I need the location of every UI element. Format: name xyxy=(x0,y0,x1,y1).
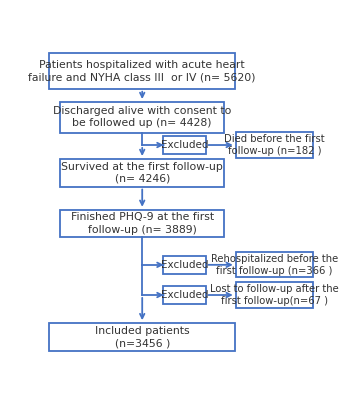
Text: Excluded: Excluded xyxy=(161,140,208,150)
Text: Survived at the first follow-up
(n= 4246): Survived at the first follow-up (n= 4246… xyxy=(61,162,223,184)
FancyBboxPatch shape xyxy=(49,53,235,89)
FancyBboxPatch shape xyxy=(235,282,313,308)
FancyBboxPatch shape xyxy=(49,323,235,351)
FancyBboxPatch shape xyxy=(61,102,224,133)
Text: Included patients
(n=3456 ): Included patients (n=3456 ) xyxy=(95,326,189,348)
Text: Died before the first
follow-up (n=182 ): Died before the first follow-up (n=182 ) xyxy=(224,134,325,156)
FancyBboxPatch shape xyxy=(163,136,206,154)
FancyBboxPatch shape xyxy=(61,210,224,238)
FancyBboxPatch shape xyxy=(61,159,224,186)
Text: Patients hospitalized with acute heart
failure and NYHA class III  or IV (n= 562: Patients hospitalized with acute heart f… xyxy=(29,60,256,82)
FancyBboxPatch shape xyxy=(163,286,206,304)
Text: Discharged alive with consent to
be followed up (n= 4428): Discharged alive with consent to be foll… xyxy=(53,106,231,128)
Text: Lost to follow-up after the
first follow-up(n=67 ): Lost to follow-up after the first follow… xyxy=(210,284,339,306)
Text: Excluded: Excluded xyxy=(161,260,208,270)
FancyBboxPatch shape xyxy=(235,132,313,158)
Text: Finished PHQ-9 at the first
follow-up (n= 3889): Finished PHQ-9 at the first follow-up (n… xyxy=(71,212,214,235)
FancyBboxPatch shape xyxy=(163,256,206,274)
Text: Rehospitalized before the
first follow-up (n=366 ): Rehospitalized before the first follow-u… xyxy=(211,254,338,276)
Text: Excluded: Excluded xyxy=(161,290,208,300)
FancyBboxPatch shape xyxy=(235,252,313,278)
